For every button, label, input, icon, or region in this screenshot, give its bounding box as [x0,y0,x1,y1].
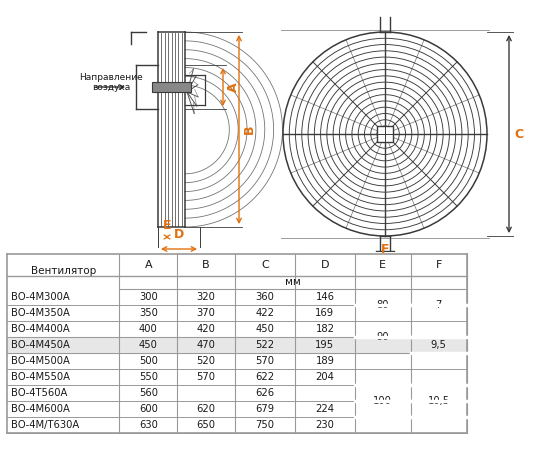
Text: 620: 620 [197,404,216,414]
Text: 522: 522 [255,340,274,350]
Text: 450: 450 [139,340,158,350]
Text: 520: 520 [197,356,216,366]
Text: ВО-4М550А: ВО-4М550А [12,372,70,382]
Text: 204: 204 [316,372,334,382]
Text: E: E [163,219,171,232]
Text: Вентилятор: Вентилятор [31,266,96,276]
Text: ВО-4М/Т630А: ВО-4М/Т630А [12,420,80,430]
Text: 370: 370 [197,308,216,318]
Text: ВО-4М300А: ВО-4М300А [12,292,70,302]
Text: 400: 400 [139,324,158,334]
Text: 750: 750 [256,420,274,430]
Text: A: A [145,260,152,270]
Text: 630: 630 [139,420,158,430]
Text: 320: 320 [197,292,216,302]
Text: 90: 90 [377,332,389,342]
Text: 622: 622 [255,372,274,382]
Text: 7: 7 [436,300,442,310]
Text: F: F [436,260,442,270]
Text: 500: 500 [139,356,158,366]
Text: F: F [381,243,389,256]
Text: 450: 450 [256,324,274,334]
Bar [377,126,393,142]
Text: 80: 80 [377,300,389,310]
Text: A: A [227,82,240,92]
Text: 679: 679 [255,404,274,414]
Text: 570: 570 [197,372,216,382]
Text: 626: 626 [255,388,274,398]
Text: 169: 169 [315,308,334,318]
Text: ВО-4М600А: ВО-4М600А [12,404,70,414]
Text: 300: 300 [139,292,158,302]
Text: ВО-4Т560А: ВО-4Т560А [12,388,68,398]
Text: C: C [261,260,269,270]
Text: ВО-4М500А: ВО-4М500А [12,356,70,366]
Text: E: E [379,260,386,270]
Text: 422: 422 [256,308,274,318]
Text: 470: 470 [197,340,216,350]
Text: D: D [174,228,184,241]
Text: C: C [514,127,523,140]
Text: 570: 570 [256,356,274,366]
Text: 350: 350 [139,308,158,318]
Text: 230: 230 [316,420,334,430]
Text: B: B [202,260,210,270]
Text: 600: 600 [139,404,158,414]
Text: ВО-4М400А: ВО-4М400А [12,324,70,334]
Text: 550: 550 [139,372,158,382]
Text: B: B [243,125,256,134]
Text: 10,5: 10,5 [428,396,450,406]
Text: 360: 360 [256,292,274,302]
Bar [152,82,191,92]
Text: ВО-4М350А: ВО-4М350А [12,308,70,318]
Text: 189: 189 [315,356,334,366]
Text: мм: мм [285,278,301,288]
Text: 146: 146 [315,292,334,302]
Text: 100: 100 [373,396,392,406]
Text: ВО-4М450А: ВО-4М450А [12,340,70,350]
Text: 195: 195 [315,340,334,350]
Text: Направление
воздуха: Направление воздуха [79,73,143,92]
Text: 650: 650 [197,420,216,430]
Text: 420: 420 [197,324,216,334]
Text: 182: 182 [315,324,334,334]
Text: 560: 560 [139,388,158,398]
Text: 9,5: 9,5 [431,340,447,350]
Text: D: D [321,260,329,270]
Text: 224: 224 [315,404,334,414]
